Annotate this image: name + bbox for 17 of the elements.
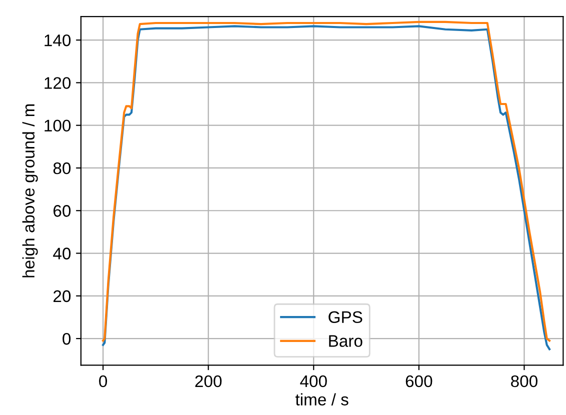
y-tick-label: 0 <box>62 332 71 345</box>
y-tick-label: 60 <box>54 205 71 217</box>
x-tick-label: 0 <box>99 375 108 388</box>
y-tick-label: 40 <box>53 248 71 260</box>
x-tick-label: 400 <box>300 375 327 388</box>
y-tick-label: 20 <box>54 290 71 302</box>
legend-label: GPS <box>328 311 362 324</box>
legend-label: Baro <box>329 335 362 347</box>
x-axis-title: time / s <box>295 393 348 406</box>
x-tick-label: 800 <box>511 375 538 388</box>
y-tick-label: 100 <box>44 120 71 132</box>
y-tick-label: 120 <box>44 77 71 89</box>
x-tick-label: 600 <box>406 375 432 388</box>
x-tick-label: 200 <box>195 375 222 388</box>
y-axis-title: heigh above ground / m <box>22 104 38 278</box>
y-tick-label: 80 <box>53 162 71 174</box>
y-tick-label: 140 <box>44 34 71 46</box>
